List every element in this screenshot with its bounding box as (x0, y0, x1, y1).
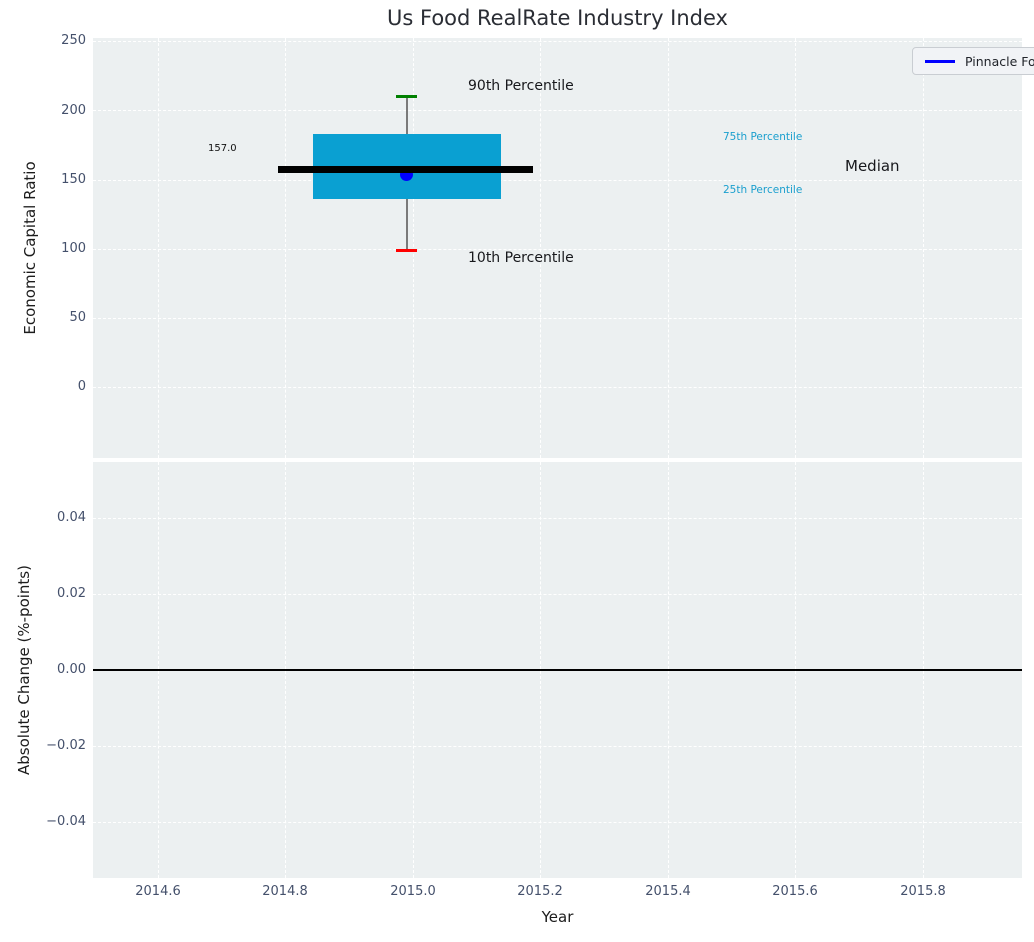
xtick-label: 2015.0 (390, 884, 436, 899)
ytick-label: 0.02 (57, 586, 86, 601)
gridline (93, 318, 1022, 319)
gridline (285, 38, 286, 458)
p10-annotation: 10th Percentile (468, 250, 574, 266)
gridline (93, 746, 1022, 747)
ytick-label: 200 (61, 103, 86, 118)
top-subplot: 90th Percentile 10th Percentile 157.0 75… (93, 38, 1034, 458)
xtick-label: 2015.8 (900, 884, 946, 899)
gridline (93, 822, 1022, 823)
p75-annotation: 75th Percentile (723, 131, 803, 143)
p10-cap (396, 249, 417, 252)
xtick-label: 2015.2 (517, 884, 563, 899)
ytick-label: 250 (61, 33, 86, 48)
gridline (93, 180, 1022, 181)
gridline (413, 38, 414, 458)
gridline (93, 41, 1022, 42)
ytick-label: 50 (69, 310, 86, 325)
bottom-ylabel: Absolute Change (%-points) (15, 565, 33, 775)
p90-annotation: 90th Percentile (468, 78, 574, 94)
ytick-label: −0.02 (46, 738, 86, 753)
gridline (93, 387, 1022, 388)
gridline (540, 38, 541, 458)
gridline (668, 38, 669, 458)
gridline (795, 38, 796, 458)
legend-label: Pinnacle Foods INC (965, 53, 1034, 69)
ytick-label: 0.04 (57, 510, 86, 525)
ytick-label: 100 (61, 241, 86, 256)
gridline (93, 249, 1022, 250)
xtick-label: 2014.6 (135, 884, 181, 899)
top-ylabel: Economic Capital Ratio (21, 161, 39, 335)
bottom-subplot (93, 462, 1022, 878)
zero-baseline (93, 669, 1022, 671)
ytick-label: 0.00 (57, 662, 86, 677)
median-annotation: Median (845, 157, 900, 175)
median-line (278, 166, 533, 173)
legend: Pinnacle Foods INC (912, 47, 1034, 75)
ytick-label: 0 (77, 379, 86, 394)
xtick-label: 2015.6 (772, 884, 818, 899)
gridline (158, 38, 159, 458)
gridline (923, 38, 924, 458)
median-value-annotation: 157.0 (208, 143, 237, 154)
chart-title: Us Food RealRate Industry Index (387, 6, 728, 30)
gridline (93, 110, 1022, 111)
xtick-label: 2014.8 (262, 884, 308, 899)
legend-line-swatch (925, 59, 955, 63)
xlabel: Year (541, 908, 574, 926)
gridline (93, 594, 1022, 595)
ytick-label: 150 (61, 172, 86, 187)
p90-cap (396, 95, 417, 98)
ytick-label: −0.04 (46, 814, 86, 829)
xtick-label: 2015.4 (645, 884, 691, 899)
gridline (93, 518, 1022, 519)
p25-annotation: 25th Percentile (723, 184, 803, 196)
